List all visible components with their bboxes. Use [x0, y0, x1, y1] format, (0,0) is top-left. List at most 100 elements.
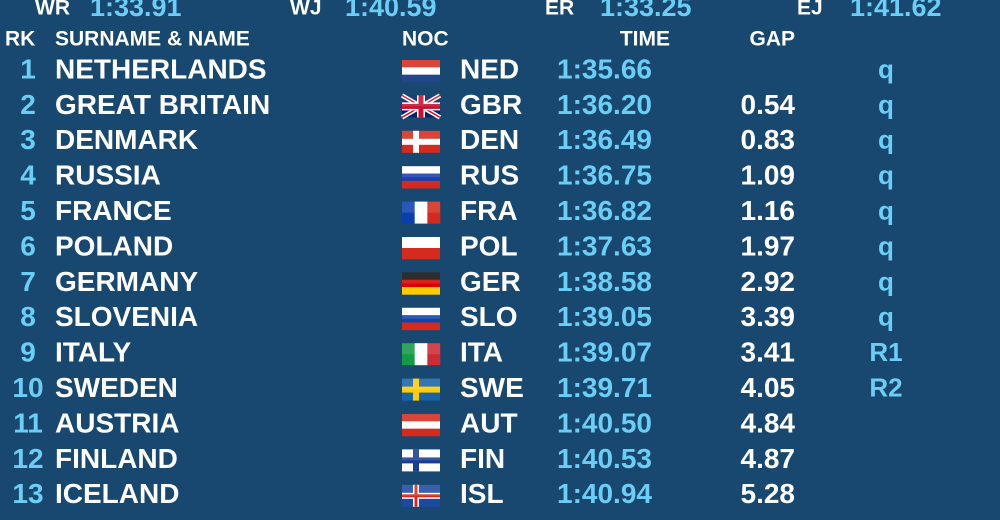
col-rank: RK	[5, 28, 35, 51]
time: 1:36.75	[557, 160, 652, 191]
flag-stripe	[402, 343, 415, 366]
time: 1:35.66	[557, 53, 652, 84]
result-row: 8 SLOVENIA SLO 1:39.05 3.39 q	[20, 301, 894, 332]
rank: 7	[20, 266, 36, 297]
qualification: q	[878, 160, 894, 190]
rank: 10	[12, 372, 43, 403]
team-name: SLOVENIA	[55, 301, 198, 332]
flag	[402, 272, 440, 295]
team-name: ICELAND	[55, 478, 179, 509]
flag	[402, 414, 440, 437]
flag-cross	[402, 457, 440, 464]
gap: 4.05	[741, 372, 796, 403]
result-row: 2 GREAT BRITAIN GBR 1:36.20 0.54 q	[20, 89, 894, 120]
flag-stripe	[402, 307, 440, 316]
flag-stripe	[402, 173, 440, 182]
qualification: q	[878, 266, 894, 296]
result-row: 6 POLAND POL 1:37.63 1.97 q	[20, 230, 894, 261]
rank: 4	[20, 160, 36, 191]
flag-shine	[402, 414, 440, 425]
time: 1:36.20	[557, 89, 652, 120]
noc: SLO	[460, 301, 518, 332]
flag-shine	[402, 272, 440, 284]
gap: 0.54	[741, 89, 796, 120]
col-name: SURNAME & NAME	[55, 28, 250, 51]
team-name: POLAND	[55, 230, 173, 261]
record-time: 1:33.25	[600, 0, 692, 22]
rank: 9	[20, 337, 36, 368]
noc: POL	[460, 230, 518, 261]
time: 1:39.71	[557, 372, 652, 403]
qualification: q	[878, 54, 894, 84]
flag-stripe	[402, 322, 440, 331]
flag-cross	[402, 494, 440, 498]
gap: 1.97	[741, 230, 796, 261]
result-row: 7 GERMANY GER 1:38.58 2.92 q	[20, 266, 894, 297]
flag-cross	[402, 103, 440, 109]
rank: 1	[20, 53, 36, 84]
time: 1:36.82	[557, 195, 652, 226]
flag-stripe	[402, 279, 440, 288]
flag	[402, 449, 440, 472]
team-name: DENMARK	[55, 124, 198, 155]
flag-stripe	[402, 201, 415, 224]
flag-stripe	[402, 166, 440, 174]
gap: 5.28	[741, 478, 796, 509]
flag-stripe	[414, 201, 428, 224]
qualification: q	[878, 125, 894, 155]
noc: ITA	[460, 337, 503, 368]
noc: GER	[460, 266, 521, 297]
flag-shine	[402, 95, 440, 107]
record-label: ER	[545, 0, 574, 20]
noc: NED	[460, 53, 519, 84]
flag	[402, 484, 440, 507]
flag-shine	[402, 378, 440, 390]
noc: SWE	[460, 372, 524, 403]
flag	[400, 93, 442, 120]
flag-shine	[402, 60, 440, 71]
team-name: FRANCE	[55, 195, 172, 226]
flag-stripe	[414, 343, 428, 366]
rank: 11	[13, 407, 43, 438]
rank: 13	[12, 478, 43, 509]
flag-shine	[402, 130, 440, 142]
team-name: ITALY	[55, 337, 132, 368]
rank: 8	[20, 301, 36, 332]
noc: FRA	[460, 195, 518, 226]
col-time: TIME	[620, 28, 670, 51]
flag-shine	[402, 484, 440, 496]
team-name: NETHERLANDS	[55, 53, 267, 84]
flag-shine	[402, 201, 440, 213]
qualification: q	[878, 302, 894, 332]
gap: 0.83	[741, 124, 796, 155]
flag	[402, 237, 440, 260]
flag-stripe	[402, 248, 440, 260]
rank: 2	[20, 89, 36, 120]
result-row: 5 FRANCE FRA 1:36.82 1.16 q	[20, 195, 894, 226]
flag-cross	[402, 386, 440, 393]
team-name: AUSTRIA	[55, 407, 179, 438]
noc: DEN	[460, 124, 519, 155]
qualification: q	[878, 195, 894, 225]
flag-shine	[402, 307, 440, 319]
result-row: 10 SWEDEN SWE 1:39.71 4.05 R2	[12, 372, 902, 403]
team-name: RUSSIA	[55, 160, 161, 191]
record-label: EJ	[797, 0, 823, 20]
record-time: 1:40.59	[345, 0, 437, 22]
result-row: 3 DENMARK DEN 1:36.49 0.83 q	[20, 124, 894, 155]
flag	[402, 201, 441, 224]
flag-stripe	[402, 421, 440, 429]
gap: 3.41	[741, 337, 796, 368]
team-name: GERMANY	[55, 266, 198, 297]
flag-shine	[402, 449, 440, 461]
flag	[402, 307, 440, 331]
team-name: SWEDEN	[55, 372, 178, 403]
flag	[402, 343, 441, 366]
result-row: 9 ITALY ITA 1:39.07 3.41 R1	[20, 337, 902, 368]
noc: GBR	[460, 89, 522, 120]
noc: RUS	[460, 160, 519, 191]
result-row: 12 FINLAND FIN 1:40.53 4.87	[12, 443, 795, 474]
flag-stripe	[402, 428, 440, 437]
